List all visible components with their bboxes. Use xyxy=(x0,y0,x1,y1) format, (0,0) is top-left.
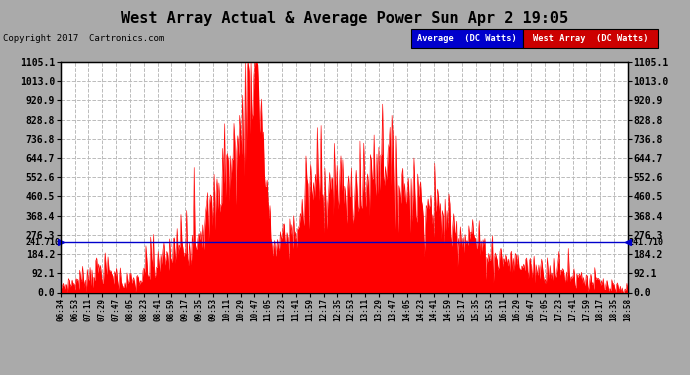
Text: Average  (DC Watts): Average (DC Watts) xyxy=(417,34,517,43)
Text: 241.710: 241.710 xyxy=(25,237,60,246)
Text: West Array  (DC Watts): West Array (DC Watts) xyxy=(533,34,648,43)
Text: West Array Actual & Average Power Sun Apr 2 19:05: West Array Actual & Average Power Sun Ap… xyxy=(121,10,569,26)
Text: Copyright 2017  Cartronics.com: Copyright 2017 Cartronics.com xyxy=(3,34,165,43)
Text: 241.710: 241.710 xyxy=(629,237,664,246)
